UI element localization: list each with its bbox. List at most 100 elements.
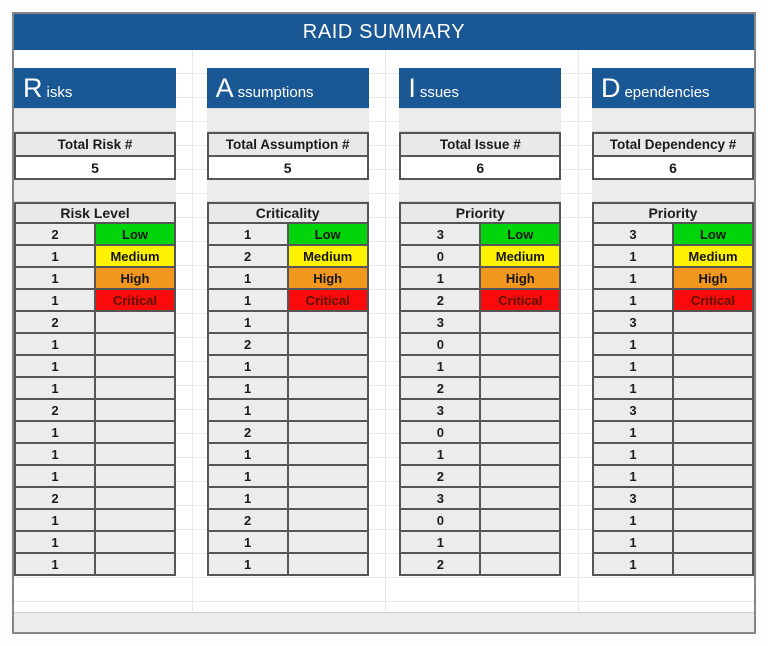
empty-cell[interactable]	[286, 486, 369, 510]
count-cell[interactable]: 2	[206, 420, 289, 444]
empty-cell[interactable]	[479, 530, 562, 554]
empty-cell[interactable]	[479, 354, 562, 378]
count-cell[interactable]: 1	[14, 376, 96, 400]
empty-cell[interactable]	[671, 354, 754, 378]
empty-cell[interactable]	[479, 420, 562, 444]
empty-cell[interactable]	[671, 442, 754, 466]
empty-cell[interactable]	[479, 398, 562, 422]
level-cell[interactable]: High	[286, 266, 369, 290]
empty-cell[interactable]	[671, 486, 754, 510]
count-cell[interactable]: 1	[591, 288, 674, 312]
count-cell[interactable]: 1	[591, 354, 674, 378]
count-cell[interactable]: 1	[206, 222, 289, 246]
count-cell[interactable]: 3	[399, 310, 482, 334]
count-cell[interactable]: 1	[14, 244, 96, 268]
empty-cell[interactable]	[286, 464, 369, 488]
level-cell[interactable]: Medium	[94, 244, 176, 268]
empty-cell[interactable]	[286, 442, 369, 466]
empty-cell[interactable]	[94, 508, 176, 532]
count-cell[interactable]: 1	[399, 442, 482, 466]
empty-cell[interactable]	[94, 420, 176, 444]
count-cell[interactable]: 1	[591, 552, 674, 576]
empty-cell[interactable]	[479, 486, 562, 510]
count-cell[interactable]: 2	[206, 244, 289, 268]
count-cell[interactable]: 2	[14, 398, 96, 422]
empty-cell[interactable]	[671, 332, 754, 356]
empty-cell[interactable]	[286, 508, 369, 532]
empty-cell[interactable]	[286, 420, 369, 444]
count-cell[interactable]: 1	[14, 266, 96, 290]
count-cell[interactable]: 1	[399, 266, 482, 290]
empty-cell[interactable]	[479, 552, 562, 576]
empty-cell[interactable]	[479, 464, 562, 488]
count-cell[interactable]: 3	[399, 398, 482, 422]
empty-cell[interactable]	[94, 464, 176, 488]
empty-cell[interactable]	[94, 442, 176, 466]
count-cell[interactable]: 1	[206, 530, 289, 554]
count-cell[interactable]: 0	[399, 332, 482, 356]
level-cell[interactable]: High	[479, 266, 562, 290]
count-cell[interactable]: 1	[14, 442, 96, 466]
count-cell[interactable]: 1	[206, 310, 289, 334]
count-cell[interactable]: 1	[14, 464, 96, 488]
level-cell[interactable]: Critical	[94, 288, 176, 312]
level-cell[interactable]: Medium	[671, 244, 754, 268]
empty-cell[interactable]	[671, 376, 754, 400]
count-cell[interactable]: 1	[399, 530, 482, 554]
total-assumption-value[interactable]: 5	[206, 155, 369, 180]
count-cell[interactable]: 1	[591, 464, 674, 488]
count-cell[interactable]: 3	[591, 222, 674, 246]
empty-cell[interactable]	[671, 552, 754, 576]
count-cell[interactable]: 1	[206, 288, 289, 312]
count-cell[interactable]: 1	[206, 552, 289, 576]
empty-cell[interactable]	[94, 552, 176, 576]
level-cell[interactable]: Low	[286, 222, 369, 246]
count-cell[interactable]: 1	[14, 420, 96, 444]
empty-cell[interactable]	[671, 464, 754, 488]
empty-cell[interactable]	[94, 354, 176, 378]
empty-cell[interactable]	[94, 310, 176, 334]
empty-cell[interactable]	[286, 530, 369, 554]
total-risk-value[interactable]: 5	[14, 155, 176, 180]
count-cell[interactable]: 1	[14, 288, 96, 312]
level-cell[interactable]: Medium	[479, 244, 562, 268]
empty-cell[interactable]	[286, 310, 369, 334]
count-cell[interactable]: 3	[399, 486, 482, 510]
count-cell[interactable]: 3	[591, 398, 674, 422]
count-cell[interactable]: 2	[399, 288, 482, 312]
count-cell[interactable]: 0	[399, 244, 482, 268]
empty-cell[interactable]	[286, 398, 369, 422]
count-cell[interactable]: 1	[14, 530, 96, 554]
count-cell[interactable]: 2	[14, 310, 96, 334]
level-cell[interactable]: High	[94, 266, 176, 290]
count-cell[interactable]: 1	[14, 552, 96, 576]
count-cell[interactable]: 0	[399, 508, 482, 532]
count-cell[interactable]: 1	[591, 442, 674, 466]
count-cell[interactable]: 1	[591, 508, 674, 532]
count-cell[interactable]: 1	[591, 332, 674, 356]
empty-cell[interactable]	[479, 508, 562, 532]
empty-cell[interactable]	[479, 442, 562, 466]
count-cell[interactable]: 2	[14, 222, 96, 246]
empty-cell[interactable]	[671, 310, 754, 334]
count-cell[interactable]: 1	[206, 398, 289, 422]
total-issue-value[interactable]: 6	[399, 155, 562, 180]
empty-cell[interactable]	[94, 376, 176, 400]
count-cell[interactable]: 1	[206, 266, 289, 290]
count-cell[interactable]: 1	[206, 376, 289, 400]
level-cell[interactable]: Low	[479, 222, 562, 246]
empty-cell[interactable]	[479, 376, 562, 400]
count-cell[interactable]: 2	[206, 508, 289, 532]
empty-cell[interactable]	[94, 530, 176, 554]
empty-cell[interactable]	[286, 376, 369, 400]
level-cell[interactable]: High	[671, 266, 754, 290]
count-cell[interactable]: 1	[14, 508, 96, 532]
count-cell[interactable]: 1	[206, 486, 289, 510]
empty-cell[interactable]	[671, 530, 754, 554]
level-cell[interactable]: Critical	[286, 288, 369, 312]
count-cell[interactable]: 1	[206, 442, 289, 466]
count-cell[interactable]: 2	[399, 464, 482, 488]
empty-cell[interactable]	[286, 332, 369, 356]
count-cell[interactable]: 2	[399, 376, 482, 400]
count-cell[interactable]: 3	[591, 486, 674, 510]
